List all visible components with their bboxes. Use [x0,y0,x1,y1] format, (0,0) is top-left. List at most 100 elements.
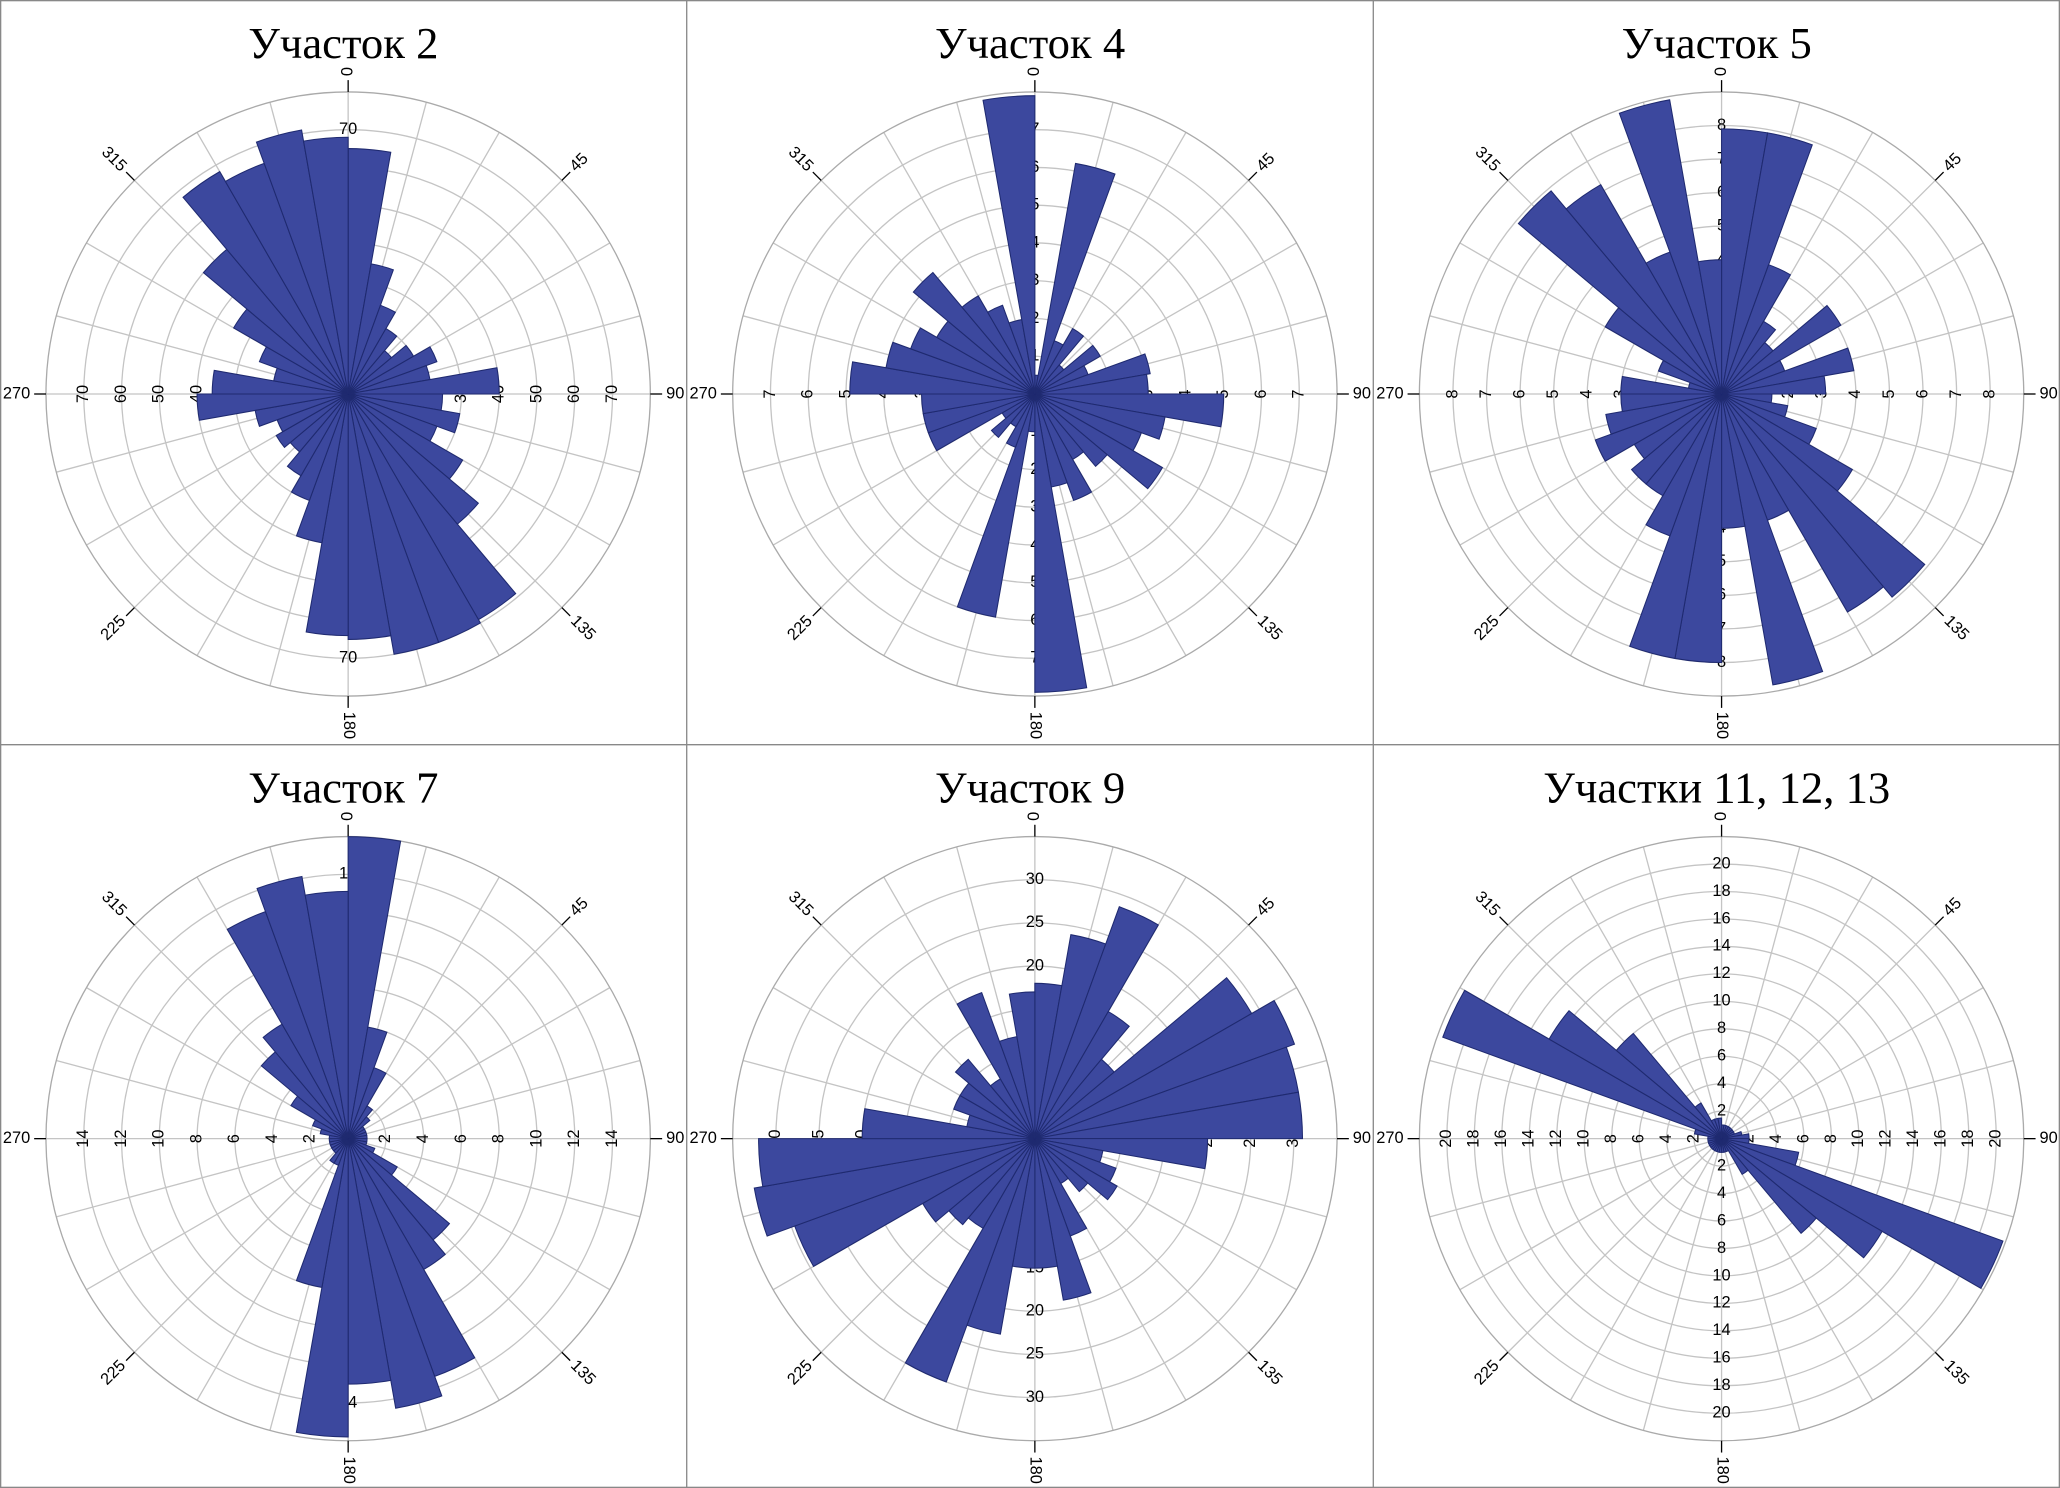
sector [1034,393,1093,502]
angle-tick [1499,916,1509,926]
grid-ring [1556,973,1888,1305]
r-tick-label: 20 [1712,1404,1730,1422]
sector [1721,393,1926,598]
chart-title: Участок 9 [935,762,1125,812]
angle-tick [561,607,571,617]
grid-ring [1583,1000,1860,1277]
angle-tick [1934,1351,1945,1362]
sector [256,875,349,1139]
angle-label: 315 [1472,143,1504,175]
r-tick-label: 16 [1492,1130,1510,1148]
rose-chart: Участок 41111222233334444555566667777045… [690,18,1372,739]
spoke [1459,1138,1722,1291]
angle-label: 90 [1353,384,1371,402]
angle-label: 90 [666,384,684,402]
r-tick-label: 4 [1767,1134,1785,1143]
sector [1629,393,1723,660]
r-tick-label: 5 [836,389,854,398]
sector [1034,162,1116,395]
angle-tick [812,1351,822,1362]
grid-ring [1501,918,1942,1359]
r-tick-label: 18 [1712,882,1730,900]
r-tick-label: 7 [1947,389,1965,398]
rose-chart: Участок 72222444466668888101010101212121… [3,762,685,1483]
sector [904,1138,1036,1383]
sector [286,393,349,477]
r-tick-label: 5 [1544,389,1562,398]
r-tick-label: 14 [1904,1130,1922,1148]
r-tick-label: 25 [1026,1345,1044,1363]
angle-label: 270 [690,1129,717,1147]
angle-tick [1499,171,1509,181]
angle-label: 45 [1940,150,1966,176]
r-tick-label: 4 [263,1134,281,1143]
sector [275,393,349,449]
r-tick-label: 6 [1717,1047,1726,1065]
r-tick-label: 14 [1520,1130,1538,1148]
angle-label: 225 [97,1357,129,1389]
spoke [1720,846,1801,1139]
r-tick-label: 12 [1547,1130,1565,1148]
spoke [1720,1138,1801,1431]
sector [1721,320,1777,395]
angle-tick [1499,1351,1509,1362]
angle-label: 270 [3,1129,30,1147]
r-tick-label: 14 [74,1130,92,1148]
sector [302,136,349,395]
r-tick-label: 7 [1290,389,1308,398]
spoke [1507,1138,1723,1353]
r-tick-label: 20 [1712,854,1730,872]
sector [1034,999,1296,1140]
grid-ring [1611,1028,1833,1250]
angle-label: 135 [1940,1357,1972,1389]
sector [1034,1138,1092,1301]
r-tick-label: 50 [527,385,545,403]
angle-label: 0 [1025,67,1043,76]
r-tick-label: 4 [414,1134,432,1143]
r-tick-label: 8 [1602,1134,1620,1143]
angle-tick [812,916,822,926]
angle-tick [125,1351,135,1362]
angle-label: 225 [784,1357,816,1389]
sector [347,393,440,655]
sector [1721,347,1855,395]
sector [1034,393,1164,490]
sector [982,95,1036,395]
r-tick-label: 6 [1717,1211,1726,1229]
angle-tick [125,171,135,181]
r-tick-label: 16 [1932,1130,1950,1148]
r-tick-label: 10 [1849,1130,1867,1148]
sector [1721,264,1792,395]
sector [909,327,1036,395]
r-tick-label: 60 [565,385,583,403]
sector [1721,375,1827,395]
sector [1721,1138,2004,1290]
sector [1721,1138,1883,1259]
r-tick-label: 25 [1026,913,1044,931]
r-tick-label: 14 [1712,1321,1730,1339]
sector [1034,393,1088,693]
angle-tick [1934,607,1945,617]
r-tick-label: 70 [603,385,621,403]
angle-label: 315 [98,143,130,175]
sector [182,170,349,395]
spoke [1721,1138,1874,1401]
chart-title: Участки 11, 12, 13 [1543,762,1890,812]
angle-label: 135 [1940,612,1972,644]
sector [347,327,398,395]
r-tick-label: 30 [1026,870,1044,888]
grid-ring [1665,1083,1778,1195]
angle-label: 225 [1471,612,1503,644]
r-tick-label: 20 [1437,1130,1455,1148]
chart-title: Участок 5 [1622,18,1812,68]
angle-label: 270 [1376,1129,1403,1147]
sector [1034,327,1085,395]
grid-ring [1638,1055,1805,1222]
sector [1721,304,1842,395]
spoke [1642,1138,1723,1431]
angle-tick [1248,916,1258,926]
spoke [1642,846,1723,1139]
angle-label: 315 [785,888,817,920]
sector [1721,1138,1818,1235]
r-tick-label: 10 [1712,992,1730,1010]
